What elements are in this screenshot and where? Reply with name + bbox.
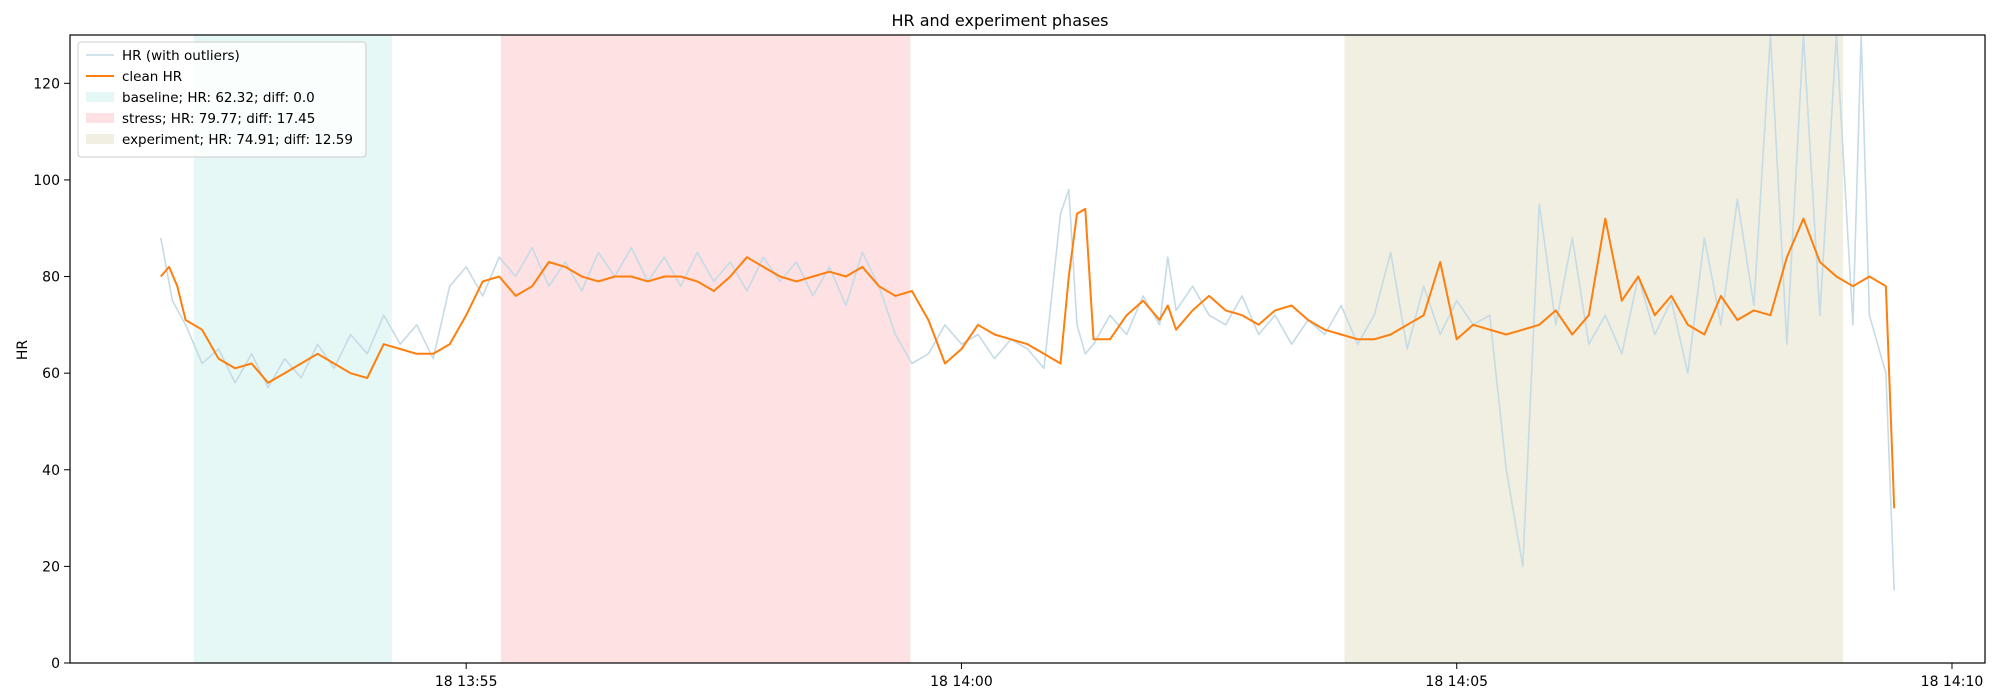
x-axis: 18 13:55 18 14:00 18 14:05 18 14:10 bbox=[435, 663, 1983, 690]
legend-item-hr-raw-label: HR (with outliers) bbox=[122, 48, 240, 64]
phase-band-experiment bbox=[1344, 35, 1844, 663]
legend-item-baseline-label: baseline; HR: 62.32; diff: 0.0 bbox=[122, 90, 315, 106]
y-tick-label: 80 bbox=[42, 270, 60, 286]
y-axis-label: HR bbox=[15, 340, 31, 361]
y-tick-label: 60 bbox=[42, 366, 60, 382]
series-lines bbox=[160, 35, 1896, 591]
y-tick-label: 20 bbox=[42, 559, 60, 575]
phase-bands bbox=[193, 35, 1844, 663]
x-tick-label: 18 13:55 bbox=[435, 674, 498, 690]
plot-frame bbox=[69, 34, 1986, 664]
chart-title: HR and experiment phases bbox=[891, 11, 1108, 30]
plot-area bbox=[160, 35, 1896, 663]
x-tick-label: 18 14:05 bbox=[1425, 674, 1488, 690]
y-tick-label: 100 bbox=[33, 173, 60, 189]
series-line-hr-raw bbox=[160, 35, 1895, 591]
phase-band-stress bbox=[500, 35, 911, 663]
series-line-clean-hr bbox=[160, 207, 1896, 509]
legend-item-baseline-swatch bbox=[86, 92, 114, 102]
legend: HR (with outliers) clean HR baseline; HR: … bbox=[77, 41, 367, 158]
y-tick-label: 0 bbox=[51, 656, 60, 672]
y-tick-label: 120 bbox=[33, 76, 60, 92]
legend-item-clean-hr-label: clean HR bbox=[122, 69, 182, 85]
y-axis: 0 20 40 60 80 100 120 bbox=[33, 76, 70, 672]
legend-item-experiment-label: experiment; HR: 74.91; diff: 12.59 bbox=[122, 132, 353, 148]
x-tick-label: 18 14:00 bbox=[930, 674, 993, 690]
legend-item-stress-swatch bbox=[86, 113, 114, 123]
x-tick-label: 18 14:10 bbox=[1921, 674, 1984, 690]
legend-box bbox=[77, 41, 367, 158]
legend-item-stress-label: stress; HR: 79.77; diff: 17.45 bbox=[122, 111, 315, 127]
legend-item-experiment-swatch bbox=[86, 134, 114, 144]
y-tick-label: 40 bbox=[42, 463, 60, 479]
